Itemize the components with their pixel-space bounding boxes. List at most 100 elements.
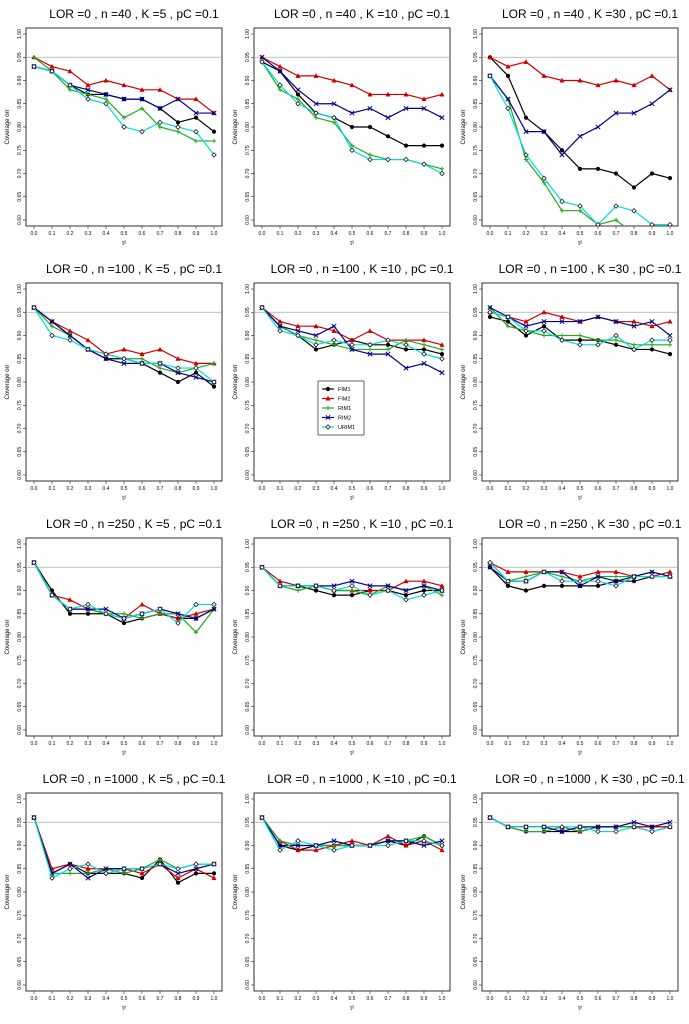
data-point [367,583,373,589]
x-tick-label: 1.0 [667,486,674,492]
data-point [277,323,283,329]
data-point [277,82,283,88]
x-tick-label: 0.9 [649,996,656,1002]
y-tick-label: 0.75 [245,655,251,665]
data-point [85,875,91,881]
x-tick-label: 0.0 [259,741,266,747]
data-point [175,365,181,371]
data-point [577,824,583,830]
data-point [613,203,619,209]
y-tick-label: 1.00 [17,284,23,294]
data-point [403,342,409,348]
data-point [139,356,145,361]
x-tick-label: 0.7 [157,486,164,492]
data-point [421,834,427,839]
data-point [49,63,55,69]
data-point [259,59,265,65]
data-point [613,574,619,579]
data-point [193,630,199,635]
legend: FIM1 FIM2 RIM1 RIM2 URIM1 [317,380,365,436]
x-tick-label: 0.5 [349,741,356,747]
y-tick-label: 0.75 [17,400,23,410]
data-point [139,360,145,367]
y-tick-label: 0.90 [245,75,251,85]
data-point [631,208,637,214]
y-tick-label: 0.95 [245,52,251,62]
data-point [313,583,319,589]
data-point [667,332,673,339]
x-tick-label: 0.4 [103,741,110,747]
data-point [211,379,217,385]
x-tick-label: 0.8 [631,231,638,237]
x-tick-label: 0.0 [487,231,494,237]
x-tick-label: 0.8 [175,486,182,492]
data-point [439,842,445,849]
legend-entry: URIM1 [338,425,355,431]
data-point [577,583,583,589]
x-tick-label: 0.4 [559,231,566,237]
data-point [523,578,529,584]
data-point [541,824,547,830]
data-point [421,583,427,589]
data-point [439,587,445,594]
data-point [613,332,619,339]
data-point [403,143,409,148]
x-tick-label: 0.1 [505,231,512,237]
x-tick-label: 0.5 [121,741,128,747]
data-point [631,573,637,580]
y-tick-label: 0.75 [473,400,479,410]
data-point [613,77,619,83]
data-point [175,356,181,361]
data-point [541,180,547,185]
data-point [367,342,373,348]
data-point [439,583,445,588]
x-tick-label: 0.8 [403,486,410,492]
data-point [211,875,217,881]
data-point [667,569,673,574]
x-tick-label: 0.4 [103,996,110,1002]
data-point [295,583,301,589]
y-tick-label: 0.65 [245,447,251,457]
data-point [49,318,55,325]
data-point [541,328,547,334]
y-tick-label: 1.00 [245,794,251,804]
data-point [157,124,163,130]
data-point [649,824,655,830]
y-tick-label: 0.70 [245,168,251,178]
data-point [121,611,127,616]
y-tick-label: 0.75 [17,145,23,155]
data-point [67,328,73,333]
data-point [67,611,73,616]
y-tick-label: 0.95 [473,817,479,827]
data-point [649,318,655,325]
data-point [277,318,283,324]
data-point [85,611,91,616]
data-point [367,156,373,163]
data-point [139,96,145,102]
data-point [439,166,445,172]
data-point [193,128,199,135]
data-point [85,861,91,867]
data-point [49,324,55,329]
data-point [295,101,301,107]
data-point [505,63,511,69]
plot-frame [25,537,223,737]
panel-title: LOR =0 , n =250 , K =10 , pC =0.1 [271,517,454,531]
y-tick-label: 0.70 [473,933,479,943]
data-point [613,318,619,325]
series-line-urim1 [261,61,443,175]
data-point [421,351,427,357]
series-group [259,814,445,853]
x-tick-label: 0.2 [523,231,530,237]
data-point [175,370,181,376]
y-tick-label: 0.95 [17,817,23,827]
x-tick-label: 0.7 [613,231,620,237]
x-tick-label: 0.1 [49,231,56,237]
data-point [349,578,355,584]
data-point [367,152,373,158]
x-tick-label: 1.0 [211,231,218,237]
data-point [385,583,391,589]
data-point [331,328,337,333]
y-tick-label: 0.80 [17,122,23,132]
